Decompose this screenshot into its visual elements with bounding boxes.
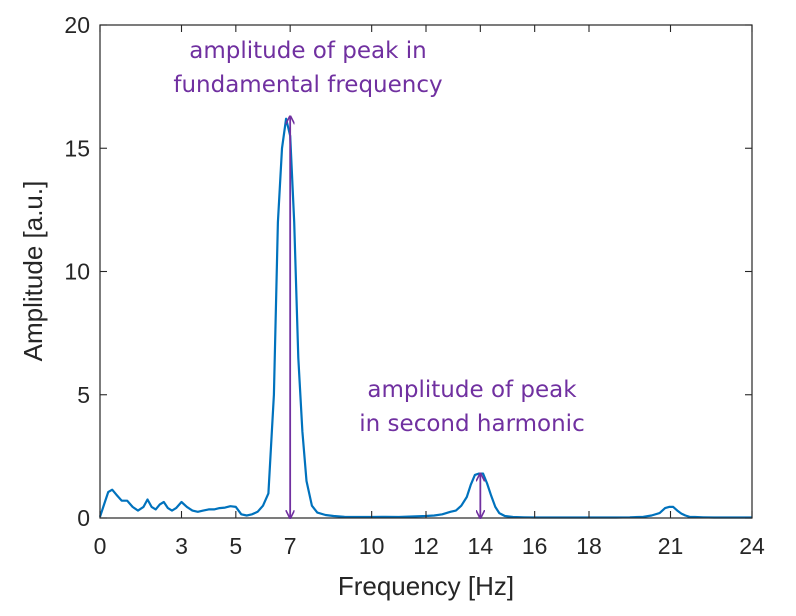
annotation-label-0-line-0: amplitude of peak in [189,38,426,64]
annotation-label-0-line-1: fundamental frequency [173,72,442,98]
annotation-layer: amplitude of peak in fundamental frequenc… [173,38,585,518]
x-tick-label: 24 [739,533,765,559]
x-axis-title: Frequency [Hz] [338,571,514,601]
y-tick-label: 10 [64,259,90,285]
x-tick-label: 10 [359,533,385,559]
annotation-label-1-line-1: in second harmonic [359,411,584,437]
y-tick-label: 5 [77,382,90,408]
y-axis-title: Amplitude [a.u.] [18,181,48,362]
x-tick-label: 7 [284,533,297,559]
series-layer [98,117,752,519]
x-tick-label: 0 [94,533,107,559]
plot-area [100,25,752,518]
tick-layer: 0 3 5 7 10 12 14 16 18 21 24 0 5 10 15 20 [64,12,765,559]
y-tick-label: 15 [64,135,90,161]
x-tick-label: 5 [229,533,242,559]
x-tick-label: 16 [522,533,548,559]
x-tick-label: 3 [175,533,188,559]
x-tick-label: 18 [576,533,602,559]
x-tick-label: 21 [658,533,684,559]
annotation-label-1-line-0: amplitude of peak [367,377,577,403]
series-line-0 [98,117,752,519]
y-tick-label: 20 [64,12,90,38]
y-tick-label: 0 [77,505,90,531]
x-tick-label: 12 [413,533,439,559]
x-tick-label: 14 [468,533,494,559]
